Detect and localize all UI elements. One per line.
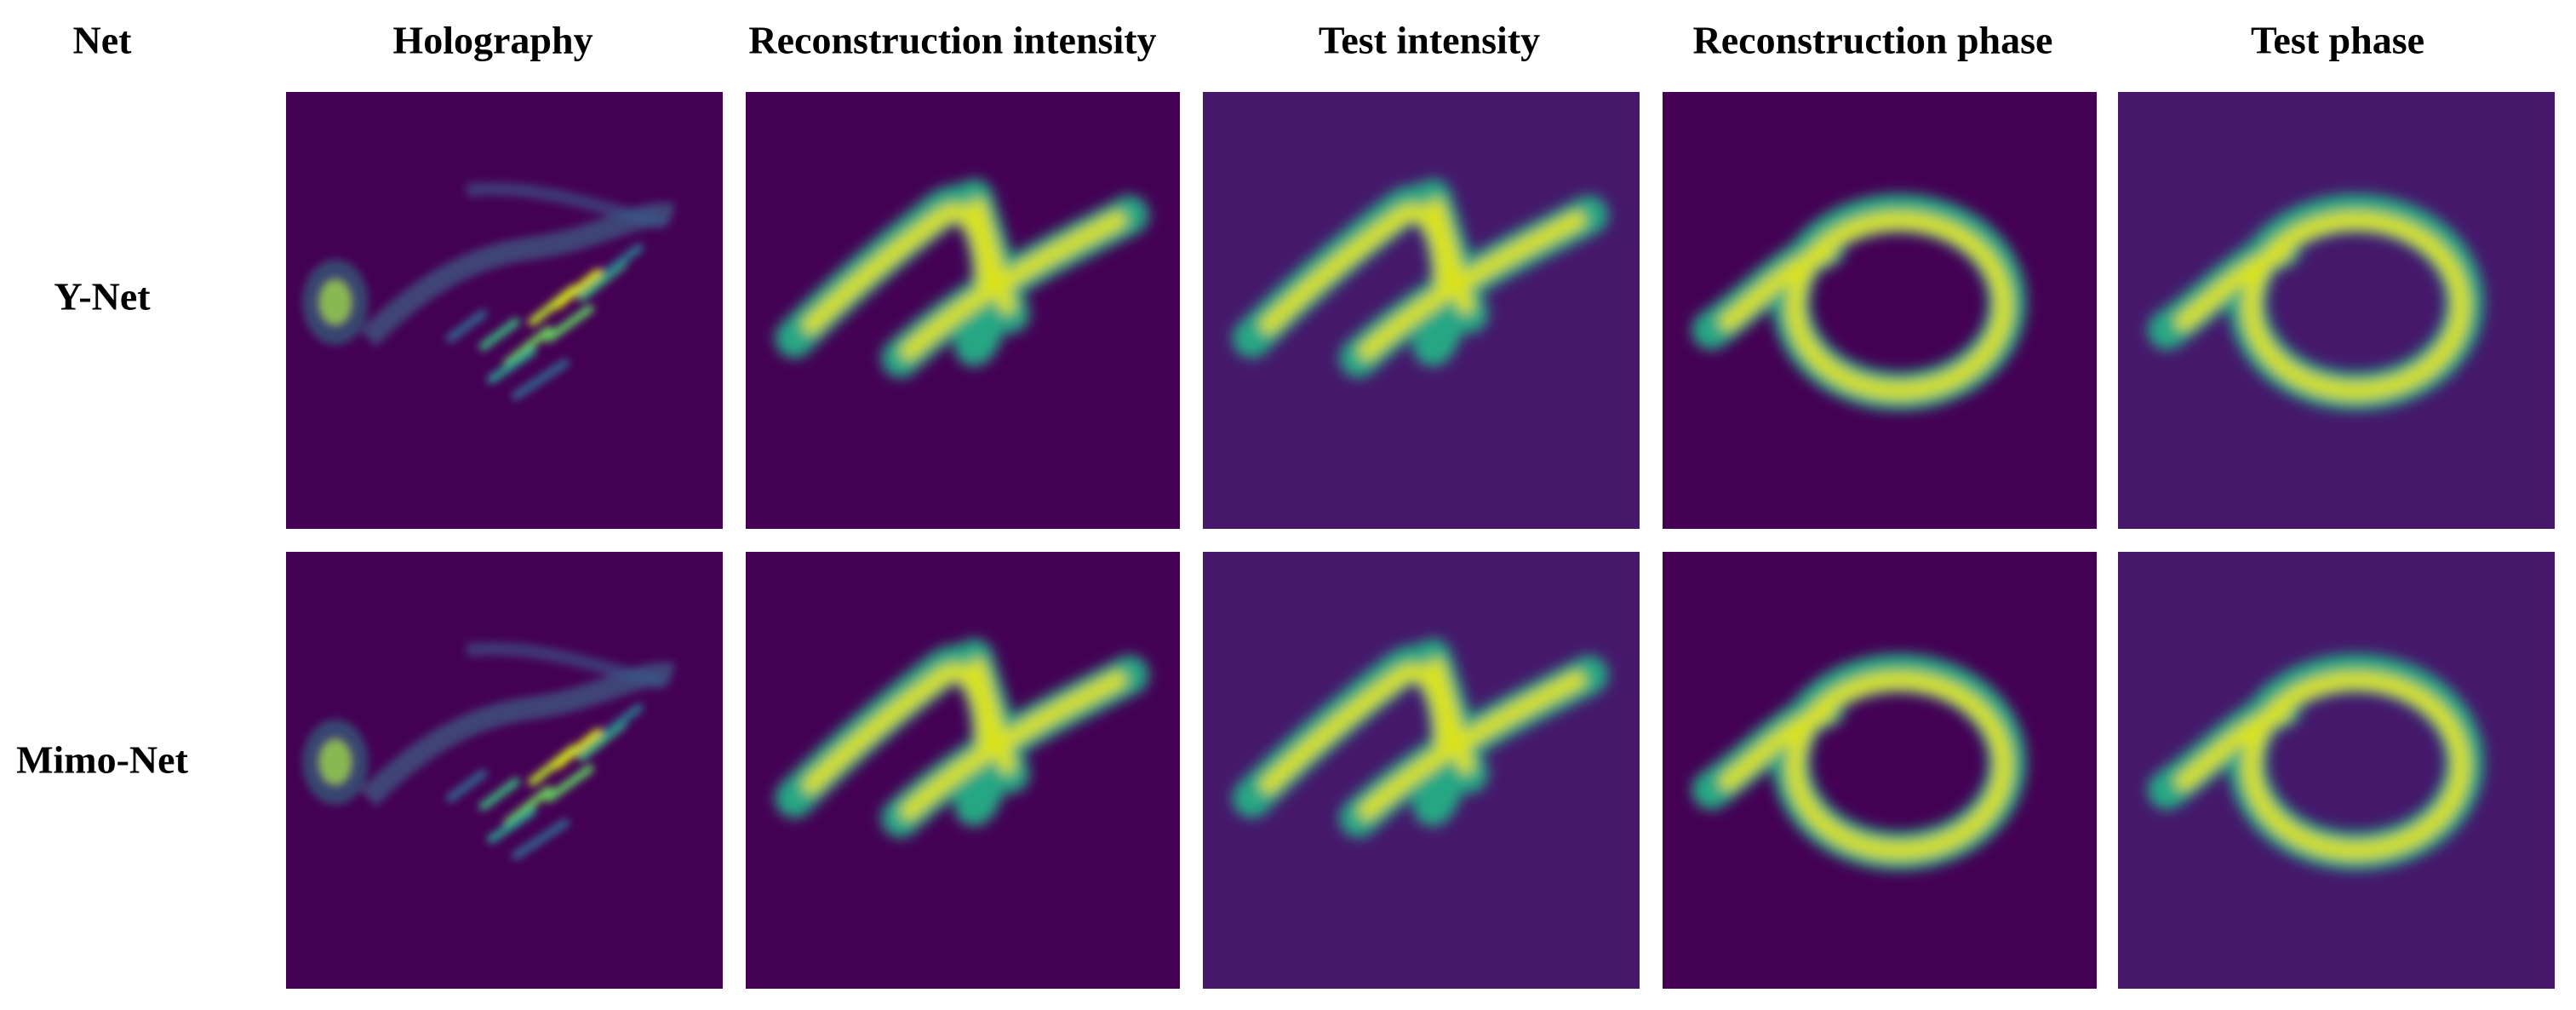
row-label: Mimo-Net xyxy=(16,738,188,782)
image-panel xyxy=(1203,552,1640,989)
image-panel xyxy=(286,552,723,989)
column-header: Test phase xyxy=(2251,19,2424,62)
image-panel xyxy=(746,92,1180,529)
image-panel xyxy=(746,552,1180,989)
image-panel xyxy=(1663,92,2097,529)
image-panel xyxy=(2118,552,2555,989)
image-panel xyxy=(1203,92,1640,529)
row-label: Y-Net xyxy=(54,275,151,318)
column-header: Reconstruction phase xyxy=(1693,19,2053,62)
image-panel xyxy=(2118,92,2555,529)
column-header: Reconstruction intensity xyxy=(748,19,1156,62)
column-header: Test intensity xyxy=(1319,19,1540,62)
column-header: Holography xyxy=(392,19,592,62)
image-panel xyxy=(1663,552,2097,989)
column-header: Net xyxy=(73,19,133,62)
image-panel xyxy=(286,92,723,529)
